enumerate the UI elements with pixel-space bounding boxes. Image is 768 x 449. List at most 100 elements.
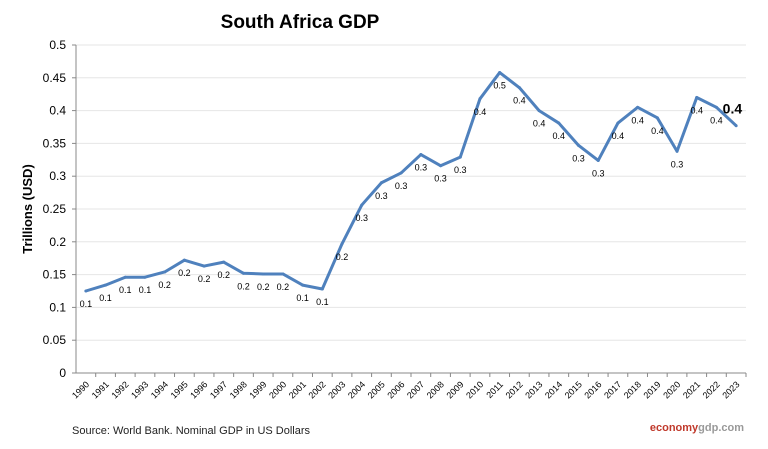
x-tick-label: 1998 xyxy=(228,379,249,400)
x-tick-label: 2015 xyxy=(563,379,584,400)
x-tick-label: 1997 xyxy=(208,379,229,400)
x-tick-label: 2020 xyxy=(661,379,682,400)
y-tick-label: 0.5 xyxy=(49,38,66,52)
data-point xyxy=(419,153,423,157)
y-tick-label: 0.3 xyxy=(49,169,66,183)
data-point xyxy=(636,105,640,109)
data-label: 0.3 xyxy=(415,163,428,173)
x-tick-label: 1993 xyxy=(129,379,150,400)
data-label: 0.3 xyxy=(434,174,447,184)
data-point xyxy=(360,203,364,207)
data-point xyxy=(340,242,344,246)
data-label: 0.1 xyxy=(99,293,112,303)
data-label: 0.3 xyxy=(375,191,388,201)
x-tick-label: 1996 xyxy=(188,379,209,400)
source-note: Source: World Bank. Nominal GDP in US Do… xyxy=(72,425,311,437)
data-point xyxy=(182,258,186,262)
data-label: 0.4 xyxy=(474,107,487,117)
data-label: 0.4 xyxy=(553,131,566,141)
data-point xyxy=(242,271,245,275)
x-tick-label: 2014 xyxy=(543,379,564,400)
y-tick-label: 0 xyxy=(59,366,66,380)
x-tick-label: 2006 xyxy=(385,379,406,400)
data-point xyxy=(163,270,167,274)
data-point xyxy=(695,95,699,99)
data-point xyxy=(714,105,718,109)
x-tick-label: 1990 xyxy=(70,379,91,400)
data-point xyxy=(261,272,265,276)
x-tick-label: 2000 xyxy=(267,379,288,400)
data-point xyxy=(498,71,502,75)
x-tick-label: 2003 xyxy=(326,379,347,400)
data-label: 0.1 xyxy=(316,297,329,307)
data-point xyxy=(577,143,580,147)
data-point xyxy=(281,272,285,276)
x-tick-label: 1992 xyxy=(109,379,130,400)
data-point xyxy=(222,260,226,264)
data-label: 0.5 xyxy=(493,81,506,91)
data-label: 0.2 xyxy=(198,274,211,284)
chart-title: South Africa GDP xyxy=(220,12,380,33)
data-point xyxy=(301,283,305,287)
data-point xyxy=(537,109,541,113)
x-tick-label: 2021 xyxy=(681,379,702,400)
x-tick-label: 2017 xyxy=(602,379,623,400)
data-point xyxy=(734,124,738,128)
data-point xyxy=(379,181,383,185)
data-label: 0.2 xyxy=(178,268,191,278)
y-tick-label: 0.1 xyxy=(49,300,66,314)
y-tick-label: 0.35 xyxy=(43,136,67,150)
x-tick-label: 2005 xyxy=(366,379,387,400)
x-tick-label: 2018 xyxy=(622,379,643,400)
data-point xyxy=(320,287,324,291)
data-point xyxy=(596,158,600,162)
data-label: 0.4 xyxy=(513,96,526,106)
y-tick-label: 0.25 xyxy=(43,202,67,216)
data-label: 0.2 xyxy=(277,282,290,292)
data-label: 0.3 xyxy=(355,213,368,223)
y-axis-label: Trillions (USD) xyxy=(20,164,35,254)
data-label: 0.1 xyxy=(296,293,309,303)
brand-logo: economygdp.com xyxy=(650,422,744,434)
data-point xyxy=(399,171,403,175)
data-label: 0.4 xyxy=(710,115,723,125)
data-point xyxy=(478,97,482,101)
x-tick-label: 2007 xyxy=(405,379,426,400)
data-point xyxy=(675,149,679,153)
y-tick-label: 0.05 xyxy=(43,333,67,347)
x-tick-label: 2010 xyxy=(464,379,485,400)
data-point xyxy=(84,289,88,293)
x-tick-label: 2016 xyxy=(582,379,603,400)
data-label: 0.2 xyxy=(158,280,171,290)
x-tick-label: 1994 xyxy=(149,379,170,400)
data-point xyxy=(458,155,462,159)
data-label: 0.4 xyxy=(651,126,664,136)
series-line xyxy=(85,71,738,293)
data-label: 0.4 xyxy=(631,115,644,125)
data-label: 0.1 xyxy=(119,285,132,295)
data-label: 0.1 xyxy=(139,285,152,295)
x-tick-label: 2013 xyxy=(523,379,544,400)
y-tick-label: 0.15 xyxy=(43,268,67,282)
data-label: 0.2 xyxy=(336,252,349,262)
brand-part-a: economy xyxy=(649,422,699,434)
y-tick-label: 0.4 xyxy=(49,104,66,118)
x-tick-label: 2023 xyxy=(720,379,741,400)
y-tick-label: 0.2 xyxy=(49,235,66,249)
data-label: 0.3 xyxy=(572,153,585,163)
x-tick-label: 2019 xyxy=(642,379,663,400)
data-label: 0.2 xyxy=(218,270,231,280)
x-tick-label: 2008 xyxy=(425,379,446,400)
data-point xyxy=(616,121,620,125)
data-point xyxy=(123,275,127,279)
data-label: 0.2 xyxy=(257,282,270,292)
data-point xyxy=(655,116,659,120)
data-label: 0.4 xyxy=(690,105,703,115)
x-tick-label: 2011 xyxy=(484,379,505,400)
x-tick-label: 2004 xyxy=(346,379,367,400)
y-tick-label: 0.45 xyxy=(43,71,67,85)
data-label: 0.4 xyxy=(533,119,546,129)
data-point xyxy=(517,86,521,90)
data-label: 0.3 xyxy=(671,159,684,169)
